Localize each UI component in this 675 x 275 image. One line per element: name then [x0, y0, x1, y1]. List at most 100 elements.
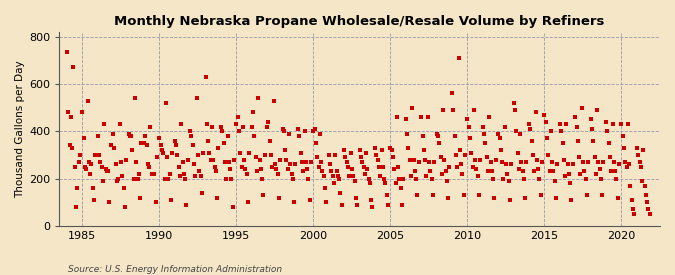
Point: [548, 169, 559, 174]
Point: [88, 198, 99, 202]
Point: [453, 56, 464, 60]
Point: [592, 108, 603, 112]
Point: [587, 127, 597, 131]
Point: [171, 143, 182, 148]
Point: [151, 155, 162, 160]
Point: [203, 139, 214, 143]
Point: [564, 172, 574, 176]
Point: [438, 108, 449, 112]
Point: [300, 160, 311, 164]
Point: [201, 122, 212, 127]
Point: [441, 179, 452, 183]
Point: [250, 155, 261, 160]
Point: [323, 153, 334, 157]
Point: [514, 167, 524, 171]
Point: [364, 181, 375, 186]
Point: [528, 153, 539, 157]
Point: [493, 131, 504, 136]
Point: [632, 153, 643, 157]
Point: [470, 158, 481, 162]
Point: [326, 169, 337, 174]
Point: [416, 115, 427, 119]
Point: [578, 160, 589, 164]
Point: [474, 193, 485, 197]
Point: [576, 105, 587, 110]
Point: [637, 179, 647, 183]
Point: [444, 164, 455, 169]
Point: [408, 158, 419, 162]
Point: [504, 198, 515, 202]
Point: [227, 205, 238, 209]
Point: [162, 155, 173, 160]
Point: [571, 124, 582, 129]
Point: [489, 195, 500, 200]
Point: [475, 158, 485, 162]
Point: [502, 172, 512, 176]
Point: [115, 160, 126, 164]
Point: [614, 162, 624, 167]
Point: [109, 146, 120, 150]
Point: [164, 172, 175, 176]
Point: [435, 155, 446, 160]
Point: [485, 160, 496, 164]
Point: [135, 195, 146, 200]
Point: [298, 169, 308, 174]
Y-axis label: Thousand Gallons per Day: Thousand Gallons per Day: [15, 60, 25, 198]
Point: [537, 160, 547, 164]
Point: [226, 176, 237, 181]
Point: [611, 176, 622, 181]
Point: [173, 164, 184, 169]
Point: [269, 162, 280, 167]
Point: [191, 96, 202, 100]
Point: [425, 169, 435, 174]
Point: [484, 115, 495, 119]
Point: [390, 181, 401, 186]
Point: [387, 155, 398, 160]
Point: [280, 148, 291, 152]
Point: [603, 141, 614, 145]
Point: [612, 195, 623, 200]
Point: [533, 167, 543, 171]
Point: [362, 167, 373, 171]
Point: [288, 176, 298, 181]
Point: [204, 150, 215, 155]
Point: [593, 160, 604, 164]
Point: [517, 169, 528, 174]
Point: [635, 164, 646, 169]
Point: [642, 200, 653, 204]
Point: [400, 117, 411, 122]
Point: [329, 181, 340, 186]
Point: [410, 169, 421, 174]
Point: [436, 172, 447, 176]
Point: [219, 160, 230, 164]
Point: [333, 176, 344, 181]
Point: [346, 150, 356, 155]
Point: [155, 143, 166, 148]
Point: [572, 139, 583, 143]
Point: [185, 129, 196, 133]
Point: [90, 153, 101, 157]
Point: [121, 158, 132, 162]
Point: [258, 193, 269, 197]
Point: [305, 160, 316, 164]
Point: [262, 124, 273, 129]
Point: [215, 124, 226, 129]
Point: [255, 167, 266, 171]
Point: [356, 155, 367, 160]
Point: [84, 160, 95, 164]
Point: [64, 143, 75, 148]
Point: [138, 141, 149, 145]
Point: [117, 174, 128, 178]
Point: [142, 162, 153, 167]
Point: [540, 120, 551, 124]
Point: [570, 115, 580, 119]
Point: [464, 136, 475, 141]
Point: [105, 143, 116, 148]
Point: [597, 193, 608, 197]
Point: [516, 160, 526, 164]
Point: [296, 160, 307, 164]
Point: [497, 160, 508, 164]
Point: [310, 141, 321, 145]
Point: [403, 146, 414, 150]
Point: [340, 155, 351, 160]
